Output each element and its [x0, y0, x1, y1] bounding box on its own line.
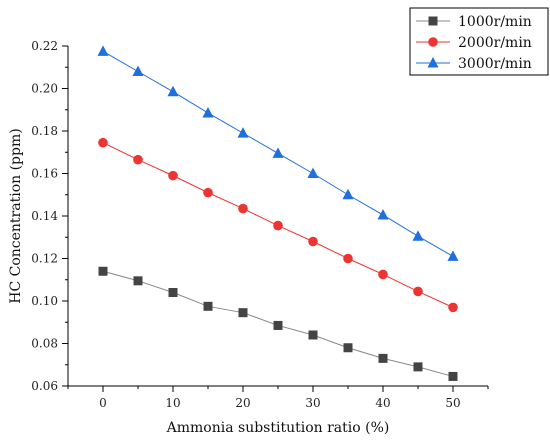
y-tick-label: 0.16 — [31, 167, 58, 181]
x-tick-label: 50 — [445, 396, 460, 410]
data-point — [272, 147, 284, 158]
data-point — [237, 127, 249, 138]
data-point — [202, 106, 214, 118]
y-tick-label: 0.18 — [31, 124, 58, 138]
data-point — [273, 220, 283, 231]
data-point — [378, 353, 388, 363]
x-tick-label: 10 — [165, 396, 180, 410]
data-point — [133, 154, 143, 165]
x-tick-label: 0 — [99, 396, 107, 410]
legend-marker — [427, 57, 439, 68]
data-point — [308, 236, 318, 247]
chart-series — [97, 45, 459, 381]
data-point — [132, 65, 144, 76]
legend-marker — [428, 37, 438, 47]
legend-label: 2000r/min — [458, 35, 532, 51]
data-point — [98, 266, 108, 276]
data-point — [238, 308, 248, 318]
series-triangle — [97, 45, 459, 261]
chart-axes: 0 10 20 30 40 50 0.06 0.08 0.10 0.12 0.14 0.16 0.18 0… — [31, 39, 489, 410]
y-tick-label: 0.08 — [31, 337, 58, 351]
x-tick-label: 40 — [375, 396, 390, 410]
y-axis-title: HC Concentration (ppm) — [8, 128, 24, 303]
y-tick-label: 0.20 — [31, 82, 58, 96]
data-point — [412, 230, 424, 241]
x-tick-label: 30 — [305, 396, 320, 410]
y-tick-label: 0.06 — [31, 379, 58, 393]
data-point — [203, 301, 213, 311]
data-point — [447, 250, 459, 261]
data-point — [378, 269, 388, 280]
legend-label: 3000r/min — [458, 56, 532, 72]
data-point — [133, 276, 143, 286]
x-tick-label: 20 — [235, 396, 250, 410]
data-point — [342, 188, 354, 200]
x-axis-title: Ammonia substitution ratio (%) — [166, 420, 390, 436]
data-point — [343, 343, 353, 353]
data-point — [308, 330, 318, 340]
data-point — [343, 253, 353, 264]
data-point — [448, 371, 458, 381]
data-point — [168, 170, 178, 181]
data-point — [273, 320, 283, 330]
data-point — [413, 362, 423, 372]
series-square — [98, 266, 458, 381]
data-point — [203, 187, 213, 198]
data-point — [98, 137, 108, 148]
legend-label: 1000r/min — [458, 14, 532, 30]
data-point — [377, 208, 389, 220]
data-point — [168, 288, 178, 297]
y-tick-label: 0.14 — [31, 209, 58, 223]
legend-marker — [428, 16, 438, 26]
y-tick-label: 0.22 — [31, 39, 58, 53]
data-point — [238, 203, 248, 214]
data-point — [413, 286, 423, 297]
y-tick-label: 0.12 — [31, 252, 58, 266]
chart-legend: 1000r/min 2000r/min 3000r/min — [409, 7, 549, 76]
data-point — [167, 85, 179, 97]
series-circle — [98, 137, 458, 313]
data-point — [307, 167, 319, 178]
data-point — [448, 302, 458, 313]
data-point — [97, 45, 109, 56]
y-tick-label: 0.10 — [31, 294, 58, 308]
